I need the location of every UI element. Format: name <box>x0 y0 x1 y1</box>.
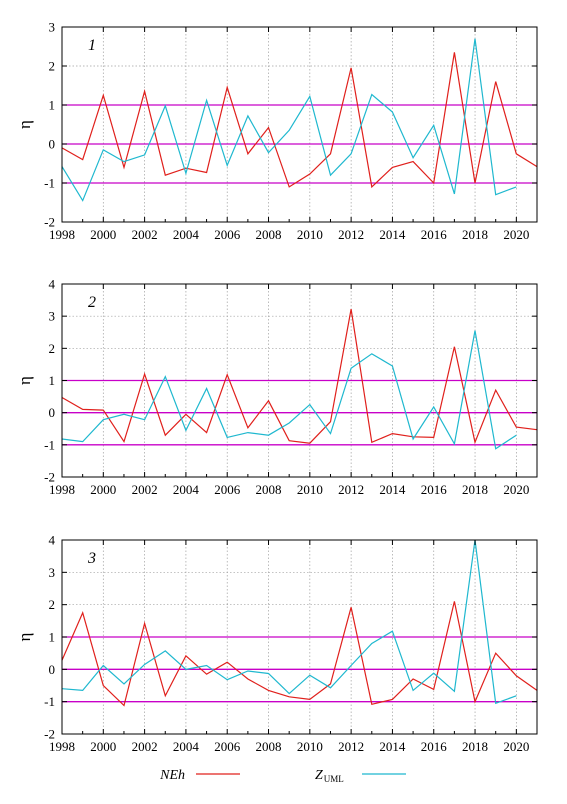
x-tick-label: 2014 <box>379 227 406 242</box>
panel-label: 1 <box>88 37 96 54</box>
x-tick-label: 2016 <box>421 482 448 497</box>
y-axis-label: η <box>15 633 34 642</box>
y-tick-label: 3 <box>49 20 56 35</box>
x-tick-label: 2016 <box>421 739 448 754</box>
x-tick-label: 2004 <box>173 482 200 497</box>
legend-label: NEh <box>159 768 185 783</box>
x-tick-label: 2000 <box>90 482 116 497</box>
x-tick-label: 2014 <box>379 739 406 754</box>
x-tick-label: 2020 <box>503 482 529 497</box>
x-tick-label: 2012 <box>338 482 364 497</box>
y-tick-label: -2 <box>44 727 55 742</box>
legend: NEh ZUML <box>159 768 406 784</box>
y-tick-label: -2 <box>44 215 55 230</box>
x-tick-label: 2004 <box>173 227 200 242</box>
x-tick-label: 2000 <box>90 227 116 242</box>
series-line-z-uml <box>61 539 517 705</box>
x-tick-label: 2014 <box>379 482 406 497</box>
y-tick-label: 3 <box>49 309 56 324</box>
x-tick-label: 1998 <box>49 227 75 242</box>
x-tick-label: 2000 <box>90 739 116 754</box>
y-tick-label: 2 <box>49 597 56 612</box>
x-tick-label: 2016 <box>421 227 448 242</box>
x-tick-label: 1998 <box>49 482 75 497</box>
y-tick-label: -1 <box>44 437 55 452</box>
series-line-z-uml <box>61 38 517 202</box>
y-tick-label: 1 <box>49 630 56 645</box>
y-tick-label: 2 <box>49 341 56 356</box>
chart-panel-3: 1998 2000 2002 2004 2006 2008 2010 2012 2014 2016… <box>15 533 538 754</box>
y-tick-label: 4 <box>49 277 56 292</box>
x-tick-label: 2008 <box>256 739 282 754</box>
x-tick-label: 2020 <box>503 227 529 242</box>
x-tick-label: 2006 <box>214 482 241 497</box>
chart-panel-1: 1998 2000 2002 2004 2006 2008 2010 2012 2014 2016… <box>15 20 538 242</box>
x-tick-label: 2002 <box>132 227 158 242</box>
y-tick-label: 1 <box>49 98 56 113</box>
y-tick-label: -1 <box>44 176 55 191</box>
x-tick-label: 2020 <box>503 739 529 754</box>
chart-panels: 1998 2000 2002 2004 2006 2008 2010 2012 2014 2016… <box>15 20 538 754</box>
x-tick-label: 2010 <box>297 227 323 242</box>
x-tick-label: 2002 <box>132 739 158 754</box>
chart-panel-2: 1998 2000 2002 2004 2006 2008 2010 2012 2014 2016… <box>15 277 538 497</box>
y-tick-label: 0 <box>49 137 56 152</box>
legend-label: ZUML <box>315 768 344 784</box>
y-tick-label: 3 <box>49 565 56 580</box>
y-tick-label: 4 <box>49 533 56 548</box>
y-tick-label: 0 <box>49 405 56 420</box>
y-axis-label: η <box>15 120 34 129</box>
y-tick-label: -1 <box>44 694 55 709</box>
series-line-neh <box>61 308 538 445</box>
x-tick-label: 2010 <box>297 482 323 497</box>
x-tick-label: 2012 <box>338 227 364 242</box>
x-tick-label: 2008 <box>256 227 282 242</box>
panel-label: 3 <box>87 550 96 567</box>
x-tick-label: 2004 <box>173 739 200 754</box>
y-tick-label: 2 <box>49 59 56 74</box>
x-tick-label: 2010 <box>297 739 323 754</box>
x-tick-label: 2008 <box>256 482 282 497</box>
x-tick-label: 2006 <box>214 739 241 754</box>
x-tick-label: 2018 <box>462 482 488 497</box>
x-tick-label: 2002 <box>132 482 158 497</box>
y-tick-label: 1 <box>49 373 56 388</box>
y-tick-label: -2 <box>44 470 55 485</box>
panel-label: 2 <box>88 294 96 311</box>
plot-frame <box>61 26 538 223</box>
y-axis-label: η <box>15 376 34 385</box>
series-line-neh <box>61 52 538 189</box>
x-tick-label: 1998 <box>49 739 75 754</box>
x-tick-label: 2018 <box>462 739 488 754</box>
y-tick-label: 0 <box>49 662 56 677</box>
x-tick-label: 2018 <box>462 227 488 242</box>
x-tick-label: 2006 <box>214 227 241 242</box>
series-line-neh <box>61 601 538 707</box>
x-tick-label: 2012 <box>338 739 364 754</box>
